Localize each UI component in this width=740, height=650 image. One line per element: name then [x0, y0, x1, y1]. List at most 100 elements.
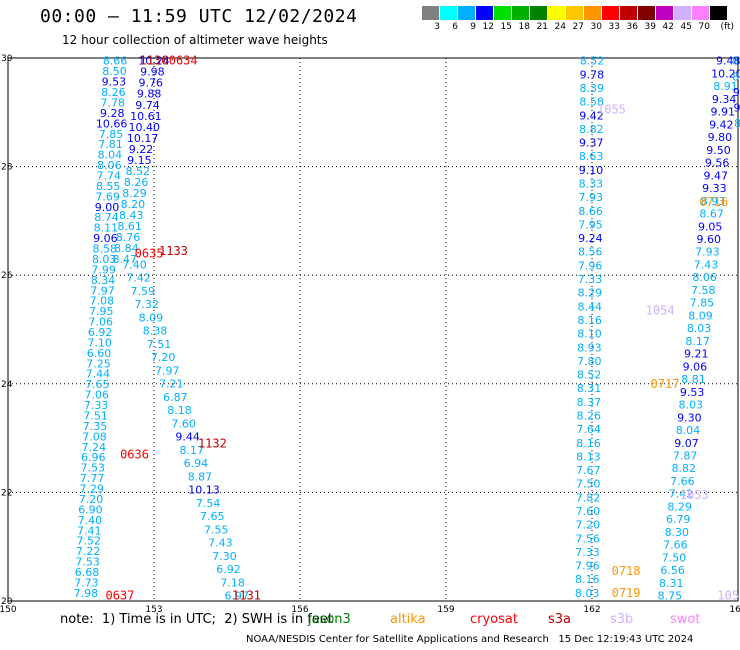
data-label: 9.4 [733, 86, 740, 99]
data-label: 9.76 [139, 77, 164, 90]
data-label: 8.03 [575, 587, 600, 600]
data-label: 9.53 [102, 76, 127, 89]
data-label: 8.43 [119, 209, 144, 222]
data-label: 8.17 [180, 444, 205, 457]
data-label: 8.93 [701, 195, 726, 208]
color-scale-label: 42 [662, 22, 674, 32]
data-label: 7.29 [79, 483, 104, 496]
data-label: 9.30 [677, 411, 702, 424]
data-label: 6.92 [88, 326, 113, 339]
satellite-legend-altika: altika [390, 612, 426, 627]
data-label: 7.67 [576, 464, 601, 477]
data-label: 9.48 [716, 55, 740, 68]
data-label: 7.22 [76, 545, 101, 558]
data-label: 7.42 [126, 272, 151, 285]
time-label: 0717 [651, 377, 680, 391]
color-scale-label: 21 [536, 22, 548, 32]
data-label: 8.82 [672, 462, 697, 475]
data-label: 8.67 [699, 208, 724, 221]
data-label: 7.78 [101, 96, 126, 109]
data-label: 7.50 [576, 478, 601, 491]
data-label: 8.26 [124, 176, 149, 189]
data-label: 7.60 [171, 417, 196, 430]
data-label: 7.56 [575, 532, 600, 545]
color-swatch [620, 6, 638, 20]
data-label: 7.25 [86, 357, 111, 370]
data-label: 9.24 [578, 232, 603, 245]
data-label: 8.09 [688, 309, 713, 322]
data-label: 6.56 [660, 564, 685, 577]
color-swatch [440, 6, 458, 20]
data-label: 8.44 [578, 300, 603, 313]
data-label: 7.93 [695, 246, 720, 259]
color-swatch [602, 6, 620, 20]
color-swatch [458, 6, 476, 20]
data-label: 9.42 [579, 109, 604, 122]
data-label: 7.20 [151, 351, 176, 364]
data-label: 8.5 [734, 117, 740, 130]
data-label: 8.93 [577, 341, 602, 354]
data-label: 8.26 [577, 409, 602, 422]
satellite-legend-s3a: s3a [548, 612, 572, 627]
data-label: 6.92 [216, 563, 241, 576]
data-label: 9.80 [708, 131, 733, 144]
data-label: 7.59 [130, 285, 155, 298]
data-label: 8.58 [579, 96, 604, 109]
x-tick-label: 159 [437, 605, 454, 615]
data-label: 7.97 [155, 364, 180, 377]
color-scale-label: 27 [572, 22, 584, 32]
x-tick-label: 162 [583, 605, 600, 615]
time-label: 0636 [120, 447, 149, 461]
data-label: 7.24 [82, 441, 107, 454]
data-label: 7.33 [575, 546, 600, 559]
data-label: 7.51 [147, 338, 172, 351]
data-label: 8.66 [103, 55, 128, 68]
data-label: 8.16 [577, 314, 602, 327]
data-label: 8.63 [579, 150, 604, 163]
data-label: 9.06 [93, 232, 118, 245]
x-tick-label: 156 [291, 605, 308, 615]
data-label: 8.20 [121, 198, 146, 211]
data-label: 9.10 [579, 164, 604, 177]
data-label: 9.21 [684, 348, 709, 361]
data-label: 9.88 [137, 88, 162, 101]
data-label: 7.40 [78, 514, 103, 527]
data-label: 8.81 [681, 373, 706, 386]
data-label: 8.03 [92, 253, 117, 266]
color-scale-label: 18 [518, 22, 530, 32]
time-label: 1133 [159, 244, 188, 258]
data-label: 7.40 [122, 258, 147, 271]
data-label: 8.87 [188, 470, 213, 483]
data-label: 8.91 [713, 80, 738, 93]
time-label: 0637 [105, 589, 134, 603]
data-label: 7.20 [576, 519, 601, 532]
data-label: 8.29 [578, 287, 603, 300]
time-label: 1053 [680, 488, 709, 502]
time-label: 1132 [198, 437, 227, 451]
data-label: 8.31 [659, 577, 684, 590]
color-scale-label: 15 [500, 22, 512, 32]
time-label: 1055 [597, 103, 626, 117]
color-scale-label: (ft) [720, 22, 734, 32]
color-scale-bar [422, 6, 728, 20]
data-label: 7.08 [82, 430, 107, 443]
data-label: 6.90 [78, 503, 103, 516]
data-label: 8.16 [575, 573, 600, 586]
data-label: 8.34 [91, 274, 116, 287]
data-label: 8.56 [578, 246, 603, 259]
data-label: 7.06 [84, 389, 109, 402]
data-label: 8.17 [685, 335, 710, 348]
color-swatch [422, 6, 440, 20]
chart-title: 00:00 – 11:59 UTC 12/02/2024 [40, 6, 358, 27]
credit-line: NOAA/NESDIS Center for Satellite Applica… [246, 634, 694, 645]
data-label: 7.85 [690, 297, 715, 310]
data-label: 8.31 [577, 382, 602, 395]
time-label: 1136 [140, 54, 169, 68]
color-scale-label: 3 [434, 22, 440, 32]
color-scale-label: 70 [698, 22, 710, 32]
data-label: 9.15 [127, 154, 152, 167]
data-label: 7.06 [89, 316, 114, 329]
data-label: 8.37 [577, 396, 602, 409]
data-label: 7.93 [579, 191, 604, 204]
